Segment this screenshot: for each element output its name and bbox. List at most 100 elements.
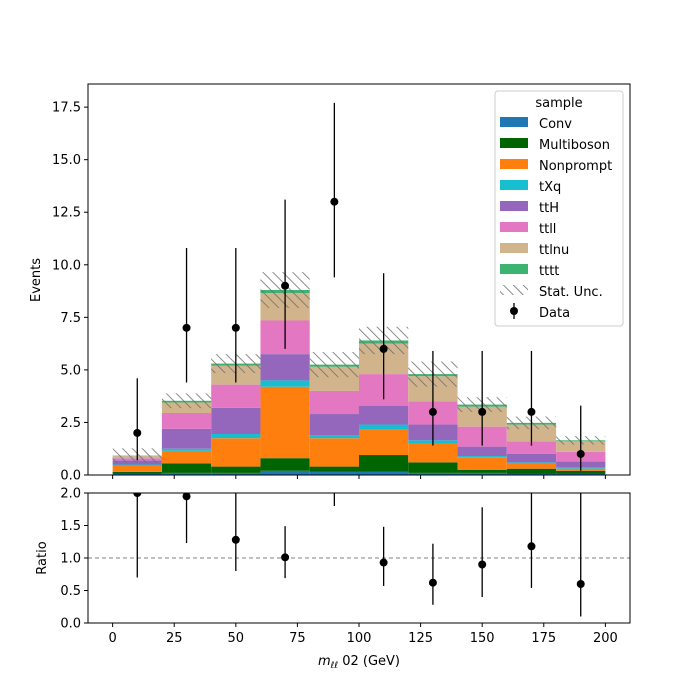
ratio-point-3 [281, 553, 290, 562]
legend-label-nonprompt: Nonprompt [539, 159, 612, 174]
bar-multiboson-bin-1 [161, 463, 212, 473]
bar-conv-bin-1 [161, 472, 212, 475]
legend-swatch-multiboson [500, 138, 528, 148]
bar-txq-bin-7 [457, 456, 507, 458]
ratio-y-tick-label-3: 1.5 [60, 519, 81, 534]
legend-swatch-stat-unc [500, 285, 528, 295]
main-plot: 0.0 2.5 5.0 7.5 10.0 12.5 15.0 17.5 Events [29, 83, 631, 484]
bar-conv-bin-4 [309, 471, 359, 475]
bar-txq-bin-2 [211, 434, 261, 439]
data-point-5 [379, 344, 388, 353]
bar-nonprompt-bin-3 [260, 386, 310, 459]
x-tick-label-0: 0 [108, 631, 116, 646]
bar-nonprompt-bin-1 [161, 450, 212, 464]
stat-unc-bin-1 [161, 393, 212, 409]
legend-label-multiboson: Multiboson [539, 138, 610, 153]
bar-conv-bin-0 [112, 473, 162, 475]
legend-swatch-ttlnu [500, 243, 528, 253]
bar-txq-bin-5 [359, 424, 409, 430]
bar-tth-bin-5 [359, 405, 409, 425]
bar-nonprompt-bin-4 [309, 438, 359, 467]
x-axis-label-subscript: ℓℓ [330, 661, 338, 671]
legend-swatch-tttt [500, 264, 528, 274]
bar-ttll-bin-2 [211, 384, 261, 408]
bar-multiboson-bin-5 [359, 455, 409, 472]
bar-tth-bin-4 [309, 414, 359, 436]
bar-multiboson-bin-9 [556, 470, 606, 474]
ratio-x-ticks: 0 25 50 75 100 125 150 175 200 [108, 623, 618, 646]
data-point-1 [182, 323, 191, 332]
ratio-layer [133, 476, 585, 617]
ratio-axis-label: Ratio [35, 541, 50, 574]
ratio-point-9 [576, 580, 585, 588]
data-layer [133, 102, 585, 471]
x-tick-label-8: 200 [593, 631, 618, 646]
ratio-point-8 [527, 542, 536, 551]
legend-items: Conv Multiboson Nonprompt tXq ttH ttll ttlnu tt… [500, 117, 612, 321]
data-point-0 [133, 428, 142, 437]
data-point-8 [527, 407, 536, 416]
legend-label-txq: tXq [539, 180, 561, 195]
ratio-point-0 [133, 493, 142, 497]
bar-nonprompt-bin-0 [112, 465, 162, 472]
legend-title: sample [535, 96, 582, 111]
stat-unc-bin-4 [309, 352, 359, 378]
main-y-tick-label-7: 17.5 [52, 101, 81, 116]
bar-conv-bin-8 [506, 473, 557, 475]
legend-swatch-nonprompt [500, 159, 528, 169]
ratio-point-4 [330, 476, 338, 484]
bar-ttll-bin-1 [161, 412, 212, 429]
bar-tth-bin-1 [161, 428, 212, 449]
bar-conv-bin-6 [408, 472, 458, 475]
bar-tth-bin-3 [260, 354, 310, 381]
bar-nonprompt-bin-2 [211, 438, 261, 467]
legend-label-data: Data [539, 306, 570, 321]
bar-conv-bin-2 [211, 472, 261, 475]
bar-multiboson-bin-3 [260, 458, 310, 471]
bar-conv-bin-9 [556, 473, 606, 475]
ratio-y-tick-label-4: 2.0 [60, 487, 81, 502]
ratio-y-ticks: 0.0 0.5 1.0 1.5 2.0 [60, 487, 88, 632]
bar-txq-bin-4 [309, 435, 359, 439]
ratio-y-tick-label-2: 1.0 [60, 552, 81, 567]
legend-label-tth: ttH [539, 201, 559, 216]
legend: sample Conv Multiboson Nonprompt tXq ttH ttll… [494, 90, 624, 327]
data-point-3 [281, 281, 290, 290]
bar-tth-bin-2 [211, 407, 261, 435]
main-y-tick-label-0: 0.0 [60, 469, 81, 484]
bar-nonprompt-bin-5 [359, 429, 409, 456]
legend-swatch-conv [500, 117, 528, 127]
ratio-point-1 [182, 493, 191, 501]
bar-txq-bin-1 [161, 448, 212, 451]
bar-tth-bin-8 [506, 453, 557, 463]
legend-swatch-ttll [500, 222, 528, 232]
ratio-plot: 0.0 0.5 1.0 1.5 2.0 0 25 50 75 100 125 150 175 200 R… [35, 476, 631, 646]
data-point-4 [330, 197, 339, 206]
bar-conv-bin-7 [457, 472, 507, 475]
x-tick-label-7: 175 [531, 631, 556, 646]
bar-nonprompt-bin-8 [506, 463, 557, 469]
ratio-y-tick-label-1: 0.5 [60, 584, 81, 599]
main-y-tick-label-1: 2.5 [60, 416, 81, 431]
legend-swatch-data [510, 307, 518, 315]
main-x-ticks [112, 475, 606, 479]
ratio-point-7 [478, 560, 487, 569]
x-tick-label-2: 50 [228, 631, 245, 646]
legend-label-ttlnu: ttlnu [539, 243, 569, 258]
data-point-9 [576, 449, 585, 458]
main-y-tick-label-4: 10.0 [52, 258, 81, 273]
bar-conv-bin-3 [260, 470, 310, 475]
data-point-6 [428, 407, 437, 416]
main-y-tick-label-2: 5.0 [60, 363, 81, 378]
legend-swatch-txq [500, 180, 528, 190]
bar-multiboson-bin-8 [506, 468, 557, 474]
bar-nonprompt-bin-6 [408, 443, 458, 463]
x-tick-label-5: 125 [408, 631, 433, 646]
bar-conv-bin-5 [359, 471, 409, 475]
x-tick-label-3: 75 [289, 631, 306, 646]
x-axis-label: mℓℓ 02 (GeV) [318, 654, 400, 671]
bar-multiboson-bin-4 [309, 466, 359, 472]
legend-label-stat-unc: Stat. Unc. [539, 285, 603, 300]
main-y-ticks: 0.0 2.5 5.0 7.5 10.0 12.5 15.0 17.5 [52, 101, 88, 484]
